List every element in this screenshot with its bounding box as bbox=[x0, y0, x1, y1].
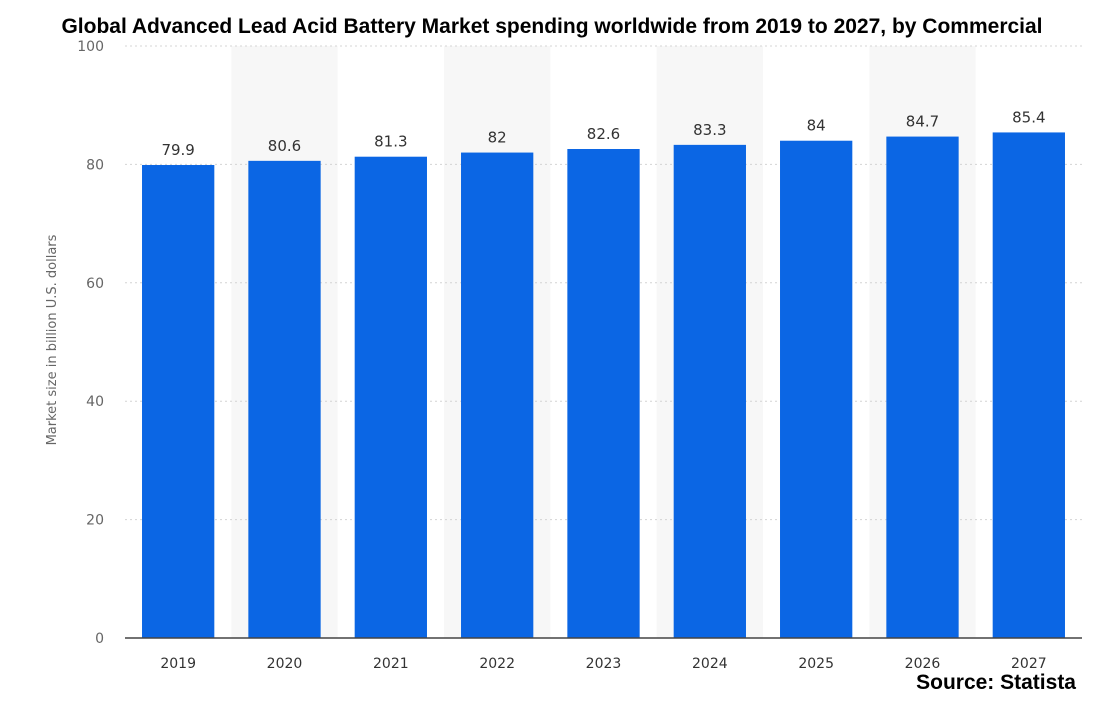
chart-title: Global Advanced Lead Acid Battery Market… bbox=[61, 15, 1042, 38]
bar bbox=[673, 144, 746, 638]
x-tick-label: 2025 bbox=[798, 656, 834, 672]
data-label: 84.7 bbox=[906, 113, 939, 131]
y-tick-label: 80 bbox=[86, 157, 104, 173]
data-label: 82.6 bbox=[587, 125, 620, 143]
x-tick-label: 2020 bbox=[267, 656, 303, 672]
y-tick-label: 60 bbox=[86, 276, 104, 292]
x-tick-label: 2019 bbox=[160, 656, 196, 672]
data-label: 85.4 bbox=[1012, 108, 1045, 126]
bar bbox=[142, 164, 215, 638]
data-label: 80.6 bbox=[268, 137, 301, 155]
x-tick-label: 2022 bbox=[479, 656, 515, 672]
y-axis-label: Market size in billion U.S. dollars bbox=[45, 234, 60, 445]
bar bbox=[886, 136, 959, 639]
y-axis-ticks: 0 20 40 60 80 100 bbox=[77, 39, 104, 647]
bar bbox=[780, 140, 853, 638]
x-tick-label: 2027 bbox=[1011, 656, 1047, 672]
data-labels: 79.9 80.6 81.3 82 82.6 83.3 84 84.7 85.4 bbox=[161, 108, 1045, 159]
data-label: 82 bbox=[488, 129, 507, 147]
bar bbox=[567, 149, 640, 638]
bars bbox=[142, 132, 1065, 639]
bar bbox=[354, 156, 427, 639]
y-tick-label: 40 bbox=[86, 394, 104, 410]
x-tick-label: 2024 bbox=[692, 656, 728, 672]
bar bbox=[992, 132, 1065, 638]
bar bbox=[248, 160, 321, 638]
data-label: 79.9 bbox=[161, 141, 194, 159]
data-label: 84 bbox=[807, 117, 826, 135]
source-credit: Source: Statista bbox=[916, 671, 1076, 694]
x-tick-label: 2026 bbox=[905, 656, 941, 672]
data-label: 81.3 bbox=[374, 133, 407, 151]
y-tick-label: 0 bbox=[95, 631, 104, 647]
x-axis-ticks: 2019 2020 2021 2022 2023 2024 2025 2026 2027 bbox=[160, 656, 1046, 672]
y-tick-label: 100 bbox=[77, 39, 104, 55]
x-tick-label: 2021 bbox=[373, 656, 409, 672]
y-tick-label: 20 bbox=[86, 513, 104, 529]
bar bbox=[461, 152, 534, 638]
x-tick-label: 2023 bbox=[586, 656, 622, 672]
data-label: 83.3 bbox=[693, 121, 726, 139]
